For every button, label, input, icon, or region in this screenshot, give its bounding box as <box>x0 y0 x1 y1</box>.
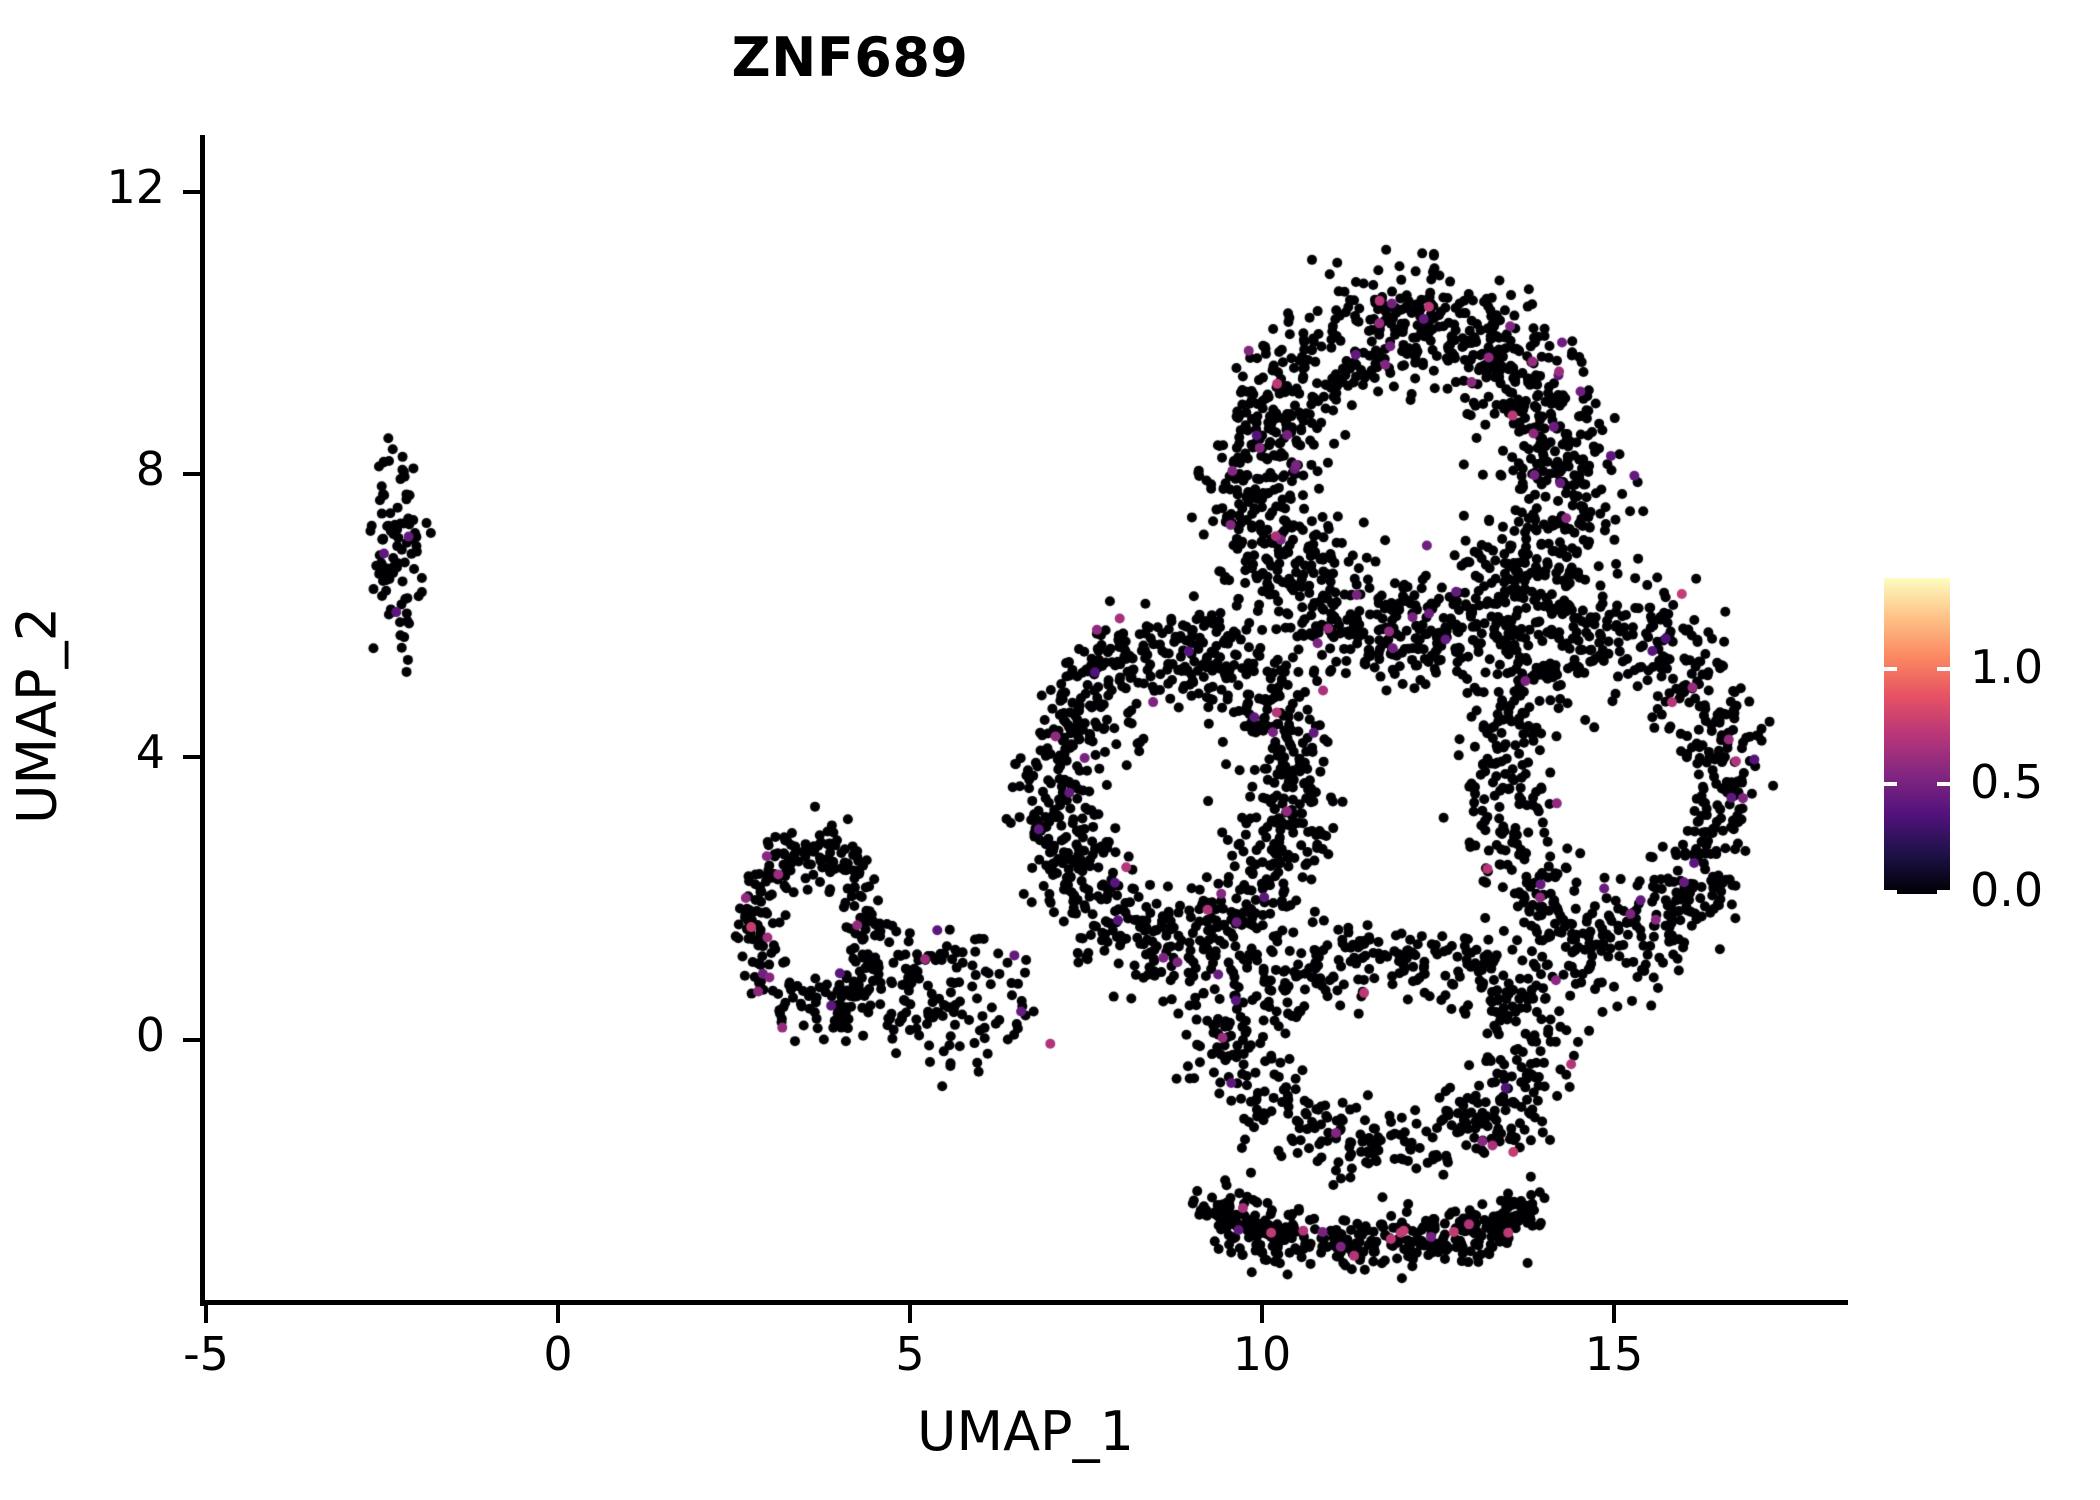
colorbar-legend: 1.0 0.5 0.0 <box>1884 578 2100 913</box>
y-tick-label-12: 12 <box>106 160 165 214</box>
plot-panel <box>203 135 1848 1303</box>
x-tick-label-minus5: -5 <box>183 1327 229 1381</box>
page-title: ZNF689 <box>731 26 969 89</box>
scatter-points-layer <box>203 135 1848 1303</box>
y-tick-mark-8 <box>183 472 201 476</box>
x-tick-mark-15 <box>1612 1305 1616 1323</box>
x-tick-mark-0 <box>556 1305 560 1323</box>
y-tick-mark-0 <box>183 1038 201 1042</box>
colorbar-tick-1.0-left <box>1884 667 1897 671</box>
x-axis-title: UMAP_1 <box>917 1400 1134 1463</box>
x-tick-mark-5 <box>908 1305 912 1323</box>
x-tick-mark-10 <box>1260 1305 1264 1323</box>
y-tick-mark-12 <box>183 190 201 194</box>
colorbar-tick-0.5-left <box>1884 782 1897 786</box>
colorbar-label-0.0: 0.0 <box>1970 863 2044 917</box>
colorbar-tick-0.0-right <box>1937 890 1950 894</box>
x-tick-label-0: 0 <box>543 1327 573 1381</box>
x-tick-label-10: 10 <box>1232 1327 1292 1381</box>
y-tick-label-8: 8 <box>135 442 165 496</box>
colorbar-gradient <box>1884 578 1950 894</box>
y-axis-line <box>200 135 205 1306</box>
y-tick-label-4: 4 <box>135 725 165 779</box>
colorbar-tick-1.0-right <box>1937 667 1950 671</box>
y-axis-title: UMAP_2 <box>5 607 69 824</box>
x-tick-label-15: 15 <box>1584 1327 1644 1381</box>
colorbar-tick-0.0-left <box>1884 890 1897 894</box>
colorbar-tick-0.5-right <box>1937 782 1950 786</box>
colorbar-label-0.5: 0.5 <box>1970 755 2044 809</box>
x-tick-mark-minus5 <box>204 1305 208 1323</box>
colorbar-label-1.0: 1.0 <box>1970 640 2044 694</box>
y-tick-label-0: 0 <box>135 1008 165 1062</box>
x-tick-label-5: 5 <box>895 1327 925 1381</box>
x-axis-line <box>200 1300 1848 1305</box>
y-tick-mark-4 <box>183 755 201 759</box>
